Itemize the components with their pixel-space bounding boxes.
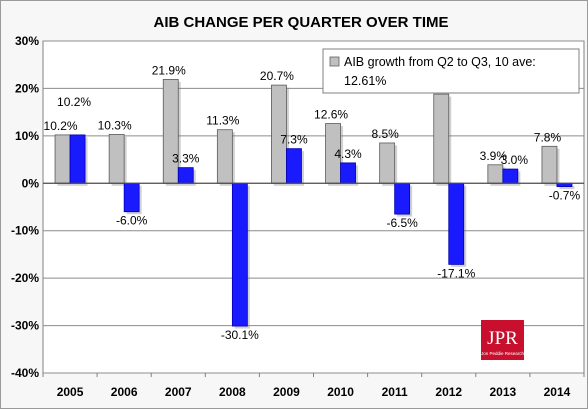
x-tick-label: 2005: [57, 385, 84, 399]
bar-aib-growth: [541, 145, 558, 184]
bar-aib-growth: [162, 79, 179, 184]
x-tick-label: 2011: [382, 385, 408, 399]
data-label-aib-growth: 7.8%: [534, 130, 562, 144]
bar-series-2: [340, 162, 356, 184]
bar-series-2: [123, 182, 140, 213]
jpr-logo-letters: JPR: [487, 328, 518, 349]
y-tick-label: -10%: [11, 224, 39, 238]
bar-aib-growth: [54, 134, 71, 184]
legend: AIB growth from Q2 to Q3, 10 ave: 12.61%: [322, 48, 580, 94]
data-label-series-2: 7.3%: [280, 133, 308, 147]
legend-box: [322, 48, 580, 94]
data-label-aib-growth: 11.3%: [206, 114, 239, 128]
data-label-aib-growth: 3.9%: [480, 149, 508, 163]
bar-layer: [54, 79, 575, 329]
data-label-series-2: 4.3%: [334, 147, 362, 161]
jpr-logo: JPR Jon Peddie Research: [481, 320, 525, 360]
bar-series-2: [394, 182, 411, 215]
data-label-series-2: -6.0%: [116, 214, 148, 228]
label-layer: 10.2% 10.3% 21.9% 11.3% 20.7% 12.6% 8.5% 3.9% 7.…: [44, 63, 581, 342]
x-tick-label: 2008: [219, 385, 246, 399]
y-tick-label: 0%: [22, 176, 40, 190]
y-tick-label: 20%: [15, 81, 39, 95]
data-label-series-2: -0.7%: [549, 189, 581, 203]
jpr-logo-box: [481, 320, 524, 360]
legend-label-line2: 12.61%: [344, 74, 386, 88]
y-tick-label: -30%: [11, 319, 39, 333]
x-tick-label: 2010: [327, 385, 354, 399]
bar-series-2: [502, 168, 519, 184]
bar-series-2: [448, 182, 465, 265]
x-tick-label: 2009: [273, 385, 300, 399]
data-label-aib-growth: 20.7%: [260, 69, 294, 83]
data-label-aib-growth: 8.5%: [371, 127, 399, 141]
x-tick-label: 2013: [489, 385, 516, 399]
x-tick-label: 2014: [544, 385, 571, 399]
bar-aib-growth: [487, 164, 504, 184]
bar-aib-growth: [108, 134, 125, 184]
bar-series-2: [286, 148, 302, 184]
data-label-series-2: 3.0%: [501, 153, 529, 167]
bar-shadow: [559, 185, 575, 190]
bar-series-2: [177, 167, 194, 184]
data-label-series-2: -6.5%: [386, 216, 418, 230]
data-label-series-2: 3.3%: [172, 152, 200, 166]
data-label-series-2: -17.1%: [437, 266, 475, 280]
y-tick-label: -40%: [11, 366, 39, 380]
data-label-series-2: -30.1%: [221, 328, 259, 342]
jpr-logo-subtitle: Jon Peddie Research: [481, 351, 525, 356]
x-tick-label: 2007: [165, 385, 192, 399]
bar-series-2: [69, 134, 86, 184]
x-tick-label: 2012: [435, 385, 462, 399]
legend-swatch: [329, 56, 340, 67]
bar-aib-growth: [433, 93, 450, 184]
data-label-aib-growth: 21.9%: [152, 63, 186, 77]
x-tick-label: 2006: [111, 385, 138, 399]
legend-label-line1: AIB growth from Q2 to Q3, 10 ave:: [344, 55, 536, 69]
y-tick-label: 30%: [15, 34, 39, 48]
bar-series-2: [231, 182, 248, 327]
axis-layer: 30% 20% 10% 0% -10% -20% -30% -40% 2005 2006 2007 2…: [11, 34, 585, 399]
data-label-series-2: 10.2%: [57, 95, 91, 109]
chart-title: AIB CHANGE PER QUARTER OVER TIME: [153, 14, 448, 31]
y-tick-label: -20%: [11, 271, 39, 285]
data-label-aib-growth: 12.6%: [314, 108, 348, 122]
data-label-aib-growth: 10.2%: [44, 119, 78, 133]
bar-aib-growth: [379, 142, 396, 184]
y-tick-label: 10%: [15, 129, 39, 143]
data-label-aib-growth: 10.3%: [98, 118, 132, 132]
bar-aib-growth: [216, 129, 233, 184]
